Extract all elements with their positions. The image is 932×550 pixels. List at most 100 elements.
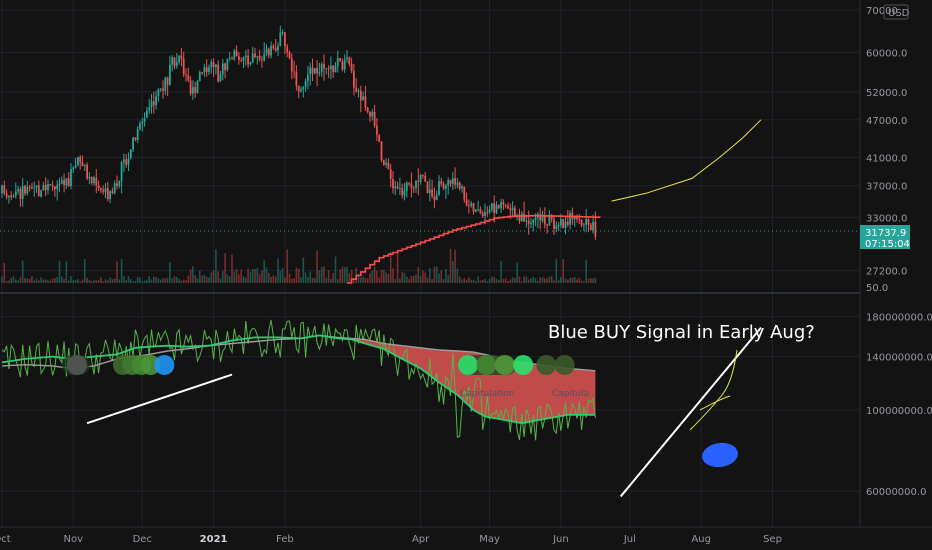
volume-bar: [318, 270, 321, 283]
candle-body: [40, 190, 42, 197]
time-tick-label: Apr: [412, 534, 430, 545]
candle-body: [194, 87, 197, 93]
candle-body: [316, 68, 318, 74]
signal-dots: [62, 355, 575, 375]
candle-body: [267, 48, 270, 56]
price-axis[interactable]: 70000 60000.0 52000.0 47000.0 41000.0 37000.0…: [866, 6, 907, 278]
volume-bar: [527, 279, 530, 283]
candle-body: [495, 205, 498, 213]
volume-bar: [288, 273, 291, 283]
volume-bar: [231, 254, 233, 283]
volume-bar: [201, 275, 203, 283]
volume-bar: [21, 260, 24, 283]
oscillator-axis[interactable]: 180000000.0 140000000.0 100000000.0 6000000…: [866, 313, 932, 498]
candle-body: [334, 65, 337, 73]
candle-body: [589, 224, 592, 231]
volume-bar: [332, 272, 334, 283]
candle-body: [141, 121, 144, 124]
candle-body: [417, 180, 420, 182]
candle-body: [21, 185, 24, 200]
volume-bar: [134, 281, 137, 283]
candle-body: [555, 225, 558, 229]
volume-bar: [67, 280, 70, 283]
buy-signal-blob: [702, 442, 738, 468]
volume-bar: [277, 258, 279, 283]
volume-bar: [205, 276, 208, 283]
volume-bar: [481, 279, 484, 283]
candle-body: [550, 214, 553, 220]
volume-bar: [130, 279, 132, 283]
candle-body: [238, 56, 240, 61]
volume-bar: [518, 276, 521, 283]
volume-bar: [429, 267, 431, 283]
volume-bar: [339, 269, 341, 283]
volume-bar: [562, 259, 564, 283]
volume-bar: [238, 274, 240, 283]
candle-body: [300, 89, 302, 92]
volume-bar: [173, 276, 176, 283]
volume-bar: [569, 278, 571, 283]
volume-bar: [394, 278, 397, 283]
volume-bar: [215, 249, 217, 283]
volume-bar: [470, 279, 472, 283]
time-tick-label: Sep: [763, 534, 782, 545]
candle-body: [578, 218, 581, 220]
buy-signal-annotation: Blue BUY Signal in Early Aug?: [548, 322, 815, 343]
candle-body: [428, 189, 431, 193]
candle-body: [169, 64, 171, 85]
candle-body: [472, 203, 475, 212]
candle-body: [178, 55, 180, 62]
volume-bar: [408, 279, 410, 283]
candle-body: [10, 195, 13, 198]
volume-bar: [548, 276, 551, 283]
candle-body: [484, 212, 486, 217]
candle-body: [37, 185, 40, 197]
price-tick-label: 47000.0: [866, 116, 907, 127]
candle-body: [507, 205, 509, 209]
volume-bar: [532, 276, 535, 283]
candle-body: [592, 221, 594, 231]
candle-body: [332, 65, 335, 73]
candle-body: [51, 185, 54, 187]
candle-body: [97, 185, 100, 189]
volume-bar: [465, 279, 468, 283]
volume-bar: [74, 279, 77, 283]
signal-dot: [536, 355, 557, 375]
candle-body: [454, 178, 456, 185]
volume-bar: [159, 279, 162, 283]
volume-bar: [38, 280, 40, 283]
fast-line: [1, 334, 596, 425]
candle-body: [60, 180, 63, 184]
volume-bar: [511, 277, 514, 283]
candle-body: [405, 182, 408, 192]
volume-bar: [10, 277, 12, 283]
candle-body: [217, 64, 220, 82]
volume-bar: [233, 271, 236, 283]
time-tick-label: May: [479, 534, 500, 545]
candlestick-series[interactable]: [1, 25, 597, 240]
candle-body: [100, 188, 102, 191]
candle-body: [359, 90, 362, 101]
volume-bar: [171, 278, 173, 283]
volume-bar: [162, 278, 164, 283]
time-axis[interactable]: Oct Nov Dec 2021 Feb Apr May Jun Jul Aug Sep: [0, 534, 782, 545]
volume-bar: [389, 251, 392, 283]
price-tick-label: 37000.0: [866, 182, 907, 193]
currency-badge[interactable]: USD: [883, 4, 910, 20]
volume-bar: [212, 270, 215, 283]
volume-bar: [40, 277, 42, 283]
volume-bar: [477, 276, 479, 283]
candle-body: [392, 178, 394, 189]
candle-body: [502, 202, 505, 205]
volume-bar: [560, 276, 562, 283]
volume-bar: [472, 279, 475, 283]
candle-body: [534, 217, 537, 220]
volume-bar: [530, 278, 532, 283]
last-price: 31737.9: [865, 228, 906, 239]
volume-bar: [19, 277, 22, 283]
candle-body: [309, 67, 312, 75]
volume-bar: [118, 279, 121, 283]
candle-body: [127, 158, 130, 165]
candle-body: [1, 185, 3, 194]
